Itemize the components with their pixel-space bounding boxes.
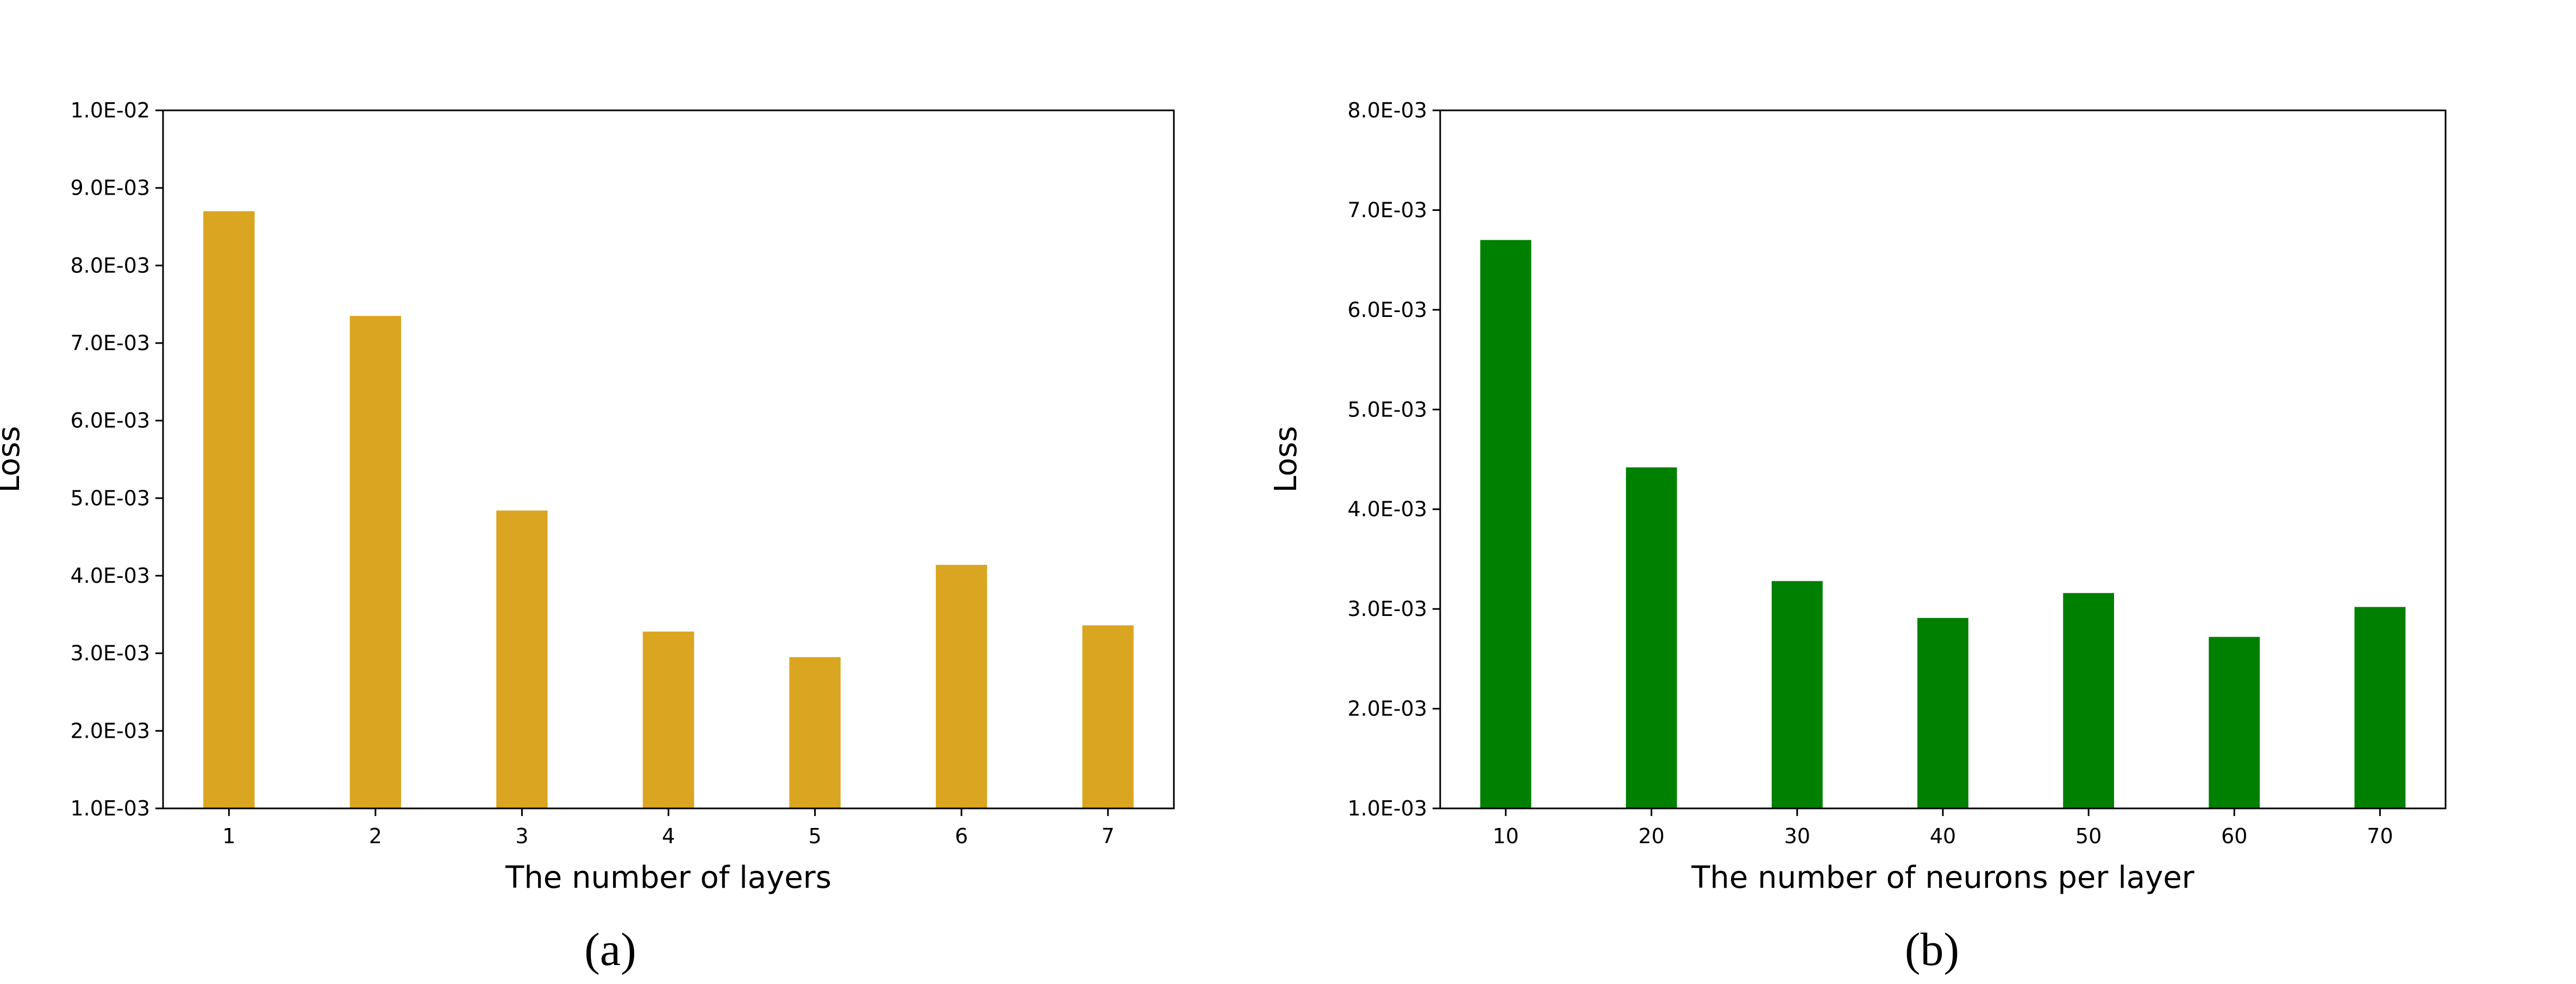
y-axis-label-b: Loss [1268, 426, 1304, 493]
x-tick-label-b: 10 [1492, 824, 1518, 848]
x-tick-label-a: 3 [515, 824, 528, 848]
x-tick-label-a: 6 [955, 824, 968, 848]
x-axis-label-a: The number of layers [505, 860, 831, 895]
bar-b-30 [1771, 581, 1823, 808]
bar-a-2 [349, 316, 402, 808]
y-axis-label-a: Loss [0, 426, 27, 493]
x-tick-label-b: 20 [1639, 824, 1665, 848]
x-tick-label-a: 2 [369, 824, 382, 848]
chart-b: 1.0E-03 2.0E-03 3.0E-03 4.0E-03 5.0E-03 6.0E-… [1268, 98, 2447, 975]
y-tick-label-a: 5.0E-03 [70, 486, 150, 510]
y-tick-label-a: 2.0E-03 [70, 719, 150, 743]
x-tick-label-b: 70 [2367, 824, 2393, 848]
x-tick-label-a: 4 [662, 824, 675, 848]
y-tick-label-b: 4.0E-03 [1347, 497, 1427, 521]
y-tick-label-b: 1.0E-03 [1347, 796, 1427, 820]
bar-b-20 [1625, 467, 1677, 808]
caption-b: (b) [1905, 923, 1959, 975]
y-tick-label-b: 7.0E-03 [1347, 198, 1427, 222]
y-tick-label-b: 6.0E-03 [1347, 298, 1427, 322]
x-tick-label-a: 5 [808, 824, 821, 848]
y-tick-label-a: 7.0E-03 [70, 331, 150, 355]
y-tick-label-a: 6.0E-03 [70, 409, 150, 433]
bar-a-3 [496, 510, 548, 808]
y-tick-label-a: 1.0E-02 [70, 98, 150, 122]
x-tick-label-a: 1 [222, 824, 235, 848]
x-axis-label-b: The number of neurons per layer [1691, 860, 2194, 895]
y-tick-label-a: 8.0E-03 [70, 253, 150, 277]
caption-a: (a) [584, 923, 636, 975]
bar-b-60 [2209, 637, 2260, 808]
x-tick-label-b: 50 [2075, 824, 2102, 848]
y-tick-label-b: 2.0E-03 [1347, 697, 1427, 721]
bar-a-4 [642, 631, 695, 808]
bar-b-70 [2354, 607, 2406, 808]
y-tick-label-b: 5.0E-03 [1347, 397, 1427, 421]
bar-b-10 [1480, 240, 1531, 808]
y-tick-label-a: 9.0E-03 [70, 176, 150, 200]
x-tick-label-b: 40 [1930, 824, 1956, 848]
bar-a-6 [935, 565, 987, 808]
y-tick-label-a: 4.0E-03 [70, 564, 150, 588]
y-tick-label-a: 1.0E-03 [70, 796, 150, 820]
bar-a-5 [789, 657, 841, 808]
x-tick-label-b: 30 [1784, 824, 1810, 848]
bar-b-40 [1917, 618, 1968, 808]
bar-b-50 [2063, 593, 2115, 808]
bar-a-7 [1082, 625, 1134, 808]
chart-a: 1.0E-03 2.0E-03 3.0E-03 4.0E-03 5.0E-03 6.0E-… [0, 98, 1175, 975]
x-tick-label-a: 7 [1102, 824, 1115, 848]
y-tick-label-a: 3.0E-03 [70, 642, 150, 665]
x-tick-label-b: 60 [2221, 824, 2247, 848]
y-tick-label-b: 8.0E-03 [1347, 98, 1427, 122]
y-tick-label-b: 3.0E-03 [1347, 597, 1427, 621]
bar-a-1 [203, 211, 255, 808]
